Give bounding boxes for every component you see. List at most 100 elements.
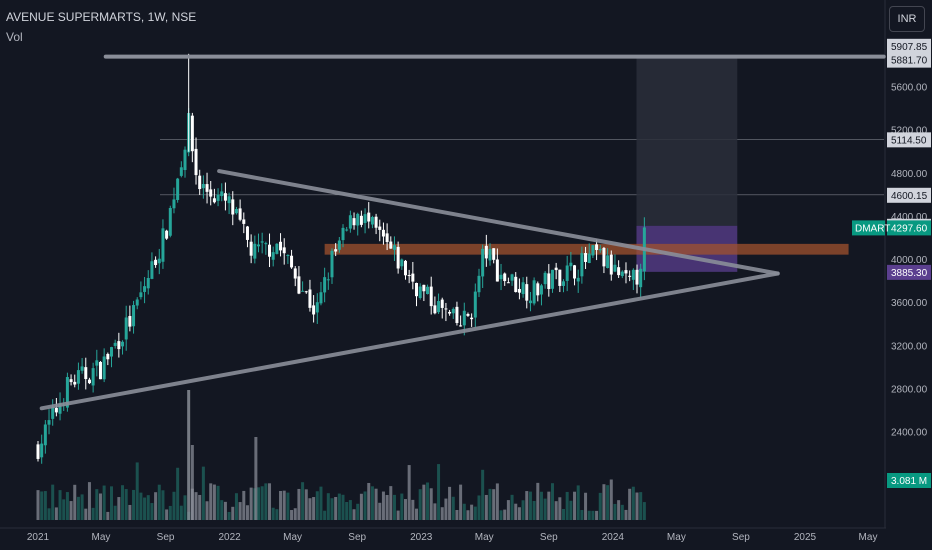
candle-body — [562, 281, 566, 286]
candle-body — [330, 250, 334, 278]
candle-body — [143, 286, 147, 292]
candle-body — [473, 291, 477, 318]
volume-bar — [293, 508, 297, 520]
candle-body — [345, 229, 349, 231]
candle-body — [429, 286, 433, 307]
price-tag-bg — [887, 38, 931, 54]
candle-body — [95, 360, 99, 366]
y-tick-label: 3600.00 — [891, 298, 928, 309]
volume-bar — [521, 500, 525, 520]
volume-bar — [249, 487, 253, 520]
candle-body — [40, 443, 44, 458]
candle-body — [381, 229, 385, 237]
volume-bar — [514, 503, 518, 520]
volume-bar — [367, 482, 371, 520]
volume-bar — [517, 507, 521, 520]
volume-bar — [348, 500, 352, 520]
candle-body — [422, 284, 426, 292]
volume-bar — [286, 492, 290, 520]
candle-body — [370, 217, 374, 225]
price-tag-label: 5907.85 — [891, 42, 928, 53]
volume-bar — [341, 494, 345, 520]
volume-bar — [532, 501, 536, 520]
candle-body — [334, 249, 338, 252]
candle-body — [352, 218, 356, 226]
candle-body — [264, 243, 268, 245]
volume-bar — [168, 505, 172, 520]
candle-body — [609, 254, 613, 275]
price-tag-bg — [887, 220, 931, 236]
candle-body — [466, 313, 470, 316]
candle-body — [227, 196, 231, 204]
candle-body — [378, 226, 382, 230]
y-tick-label: 4400.00 — [891, 212, 928, 223]
volume-bar — [587, 510, 591, 520]
volume-bar — [308, 498, 312, 520]
candle-body — [256, 244, 260, 247]
volume-bar — [254, 437, 258, 520]
x-tick-label: 2024 — [602, 532, 625, 543]
candle-body — [403, 260, 407, 276]
candle-body — [543, 272, 547, 285]
currency-button[interactable]: INR — [889, 6, 925, 32]
volume-bar — [91, 507, 95, 520]
candle-body — [400, 259, 404, 267]
volume-bar — [609, 479, 613, 520]
volume-bar — [488, 488, 492, 520]
candle-body — [176, 178, 180, 200]
volume-bar — [43, 491, 47, 520]
candle-body — [356, 213, 360, 226]
x-tick-label: Sep — [732, 532, 750, 543]
candle-body — [462, 310, 466, 326]
candle-body — [245, 226, 249, 240]
candle-body — [293, 268, 297, 279]
volume-bar — [411, 499, 415, 520]
candle-body — [132, 305, 136, 327]
candle-body — [69, 379, 73, 383]
candle-body — [260, 241, 264, 243]
candle-body — [209, 189, 213, 197]
candle-body — [154, 259, 158, 266]
candle-body — [573, 265, 577, 279]
candle-body — [73, 381, 77, 385]
candle-body — [183, 149, 187, 171]
candle-body — [495, 259, 499, 282]
volume-bar — [554, 501, 558, 520]
candle-body — [157, 258, 161, 264]
volume-bar — [584, 492, 588, 520]
volume-bar — [400, 493, 404, 520]
volume-bar — [312, 497, 316, 520]
candle-body — [451, 308, 455, 314]
candle-body — [279, 241, 283, 251]
volume-bar — [109, 486, 113, 520]
candle-body — [168, 208, 172, 236]
volume-bar — [613, 503, 617, 520]
y-tick-label: 4000.00 — [891, 255, 928, 266]
candle-body — [517, 288, 521, 293]
volume-bar — [128, 504, 132, 520]
candle-body — [146, 277, 150, 289]
volume-bar — [528, 491, 532, 520]
candle-body — [477, 275, 481, 293]
x-tick-label: 2025 — [794, 532, 817, 543]
volume-bar — [245, 505, 249, 520]
grid — [0, 0, 886, 529]
volume-bar — [606, 485, 610, 520]
candle-body — [528, 300, 532, 304]
candle-body — [558, 269, 562, 286]
candle-body — [326, 279, 330, 281]
volume-bar — [444, 498, 448, 520]
candle-body — [286, 255, 290, 257]
candle-body — [440, 299, 444, 308]
candle-body — [301, 290, 305, 292]
candle-body — [539, 285, 543, 295]
candle-body — [591, 245, 595, 256]
candle-body — [554, 267, 558, 271]
symbol-tag-label: DMART — [855, 223, 890, 234]
volume-bar — [256, 487, 260, 520]
volume-bar — [433, 503, 437, 520]
candle-body — [80, 366, 84, 371]
candle-body — [503, 273, 507, 282]
volume-bar — [576, 485, 580, 520]
